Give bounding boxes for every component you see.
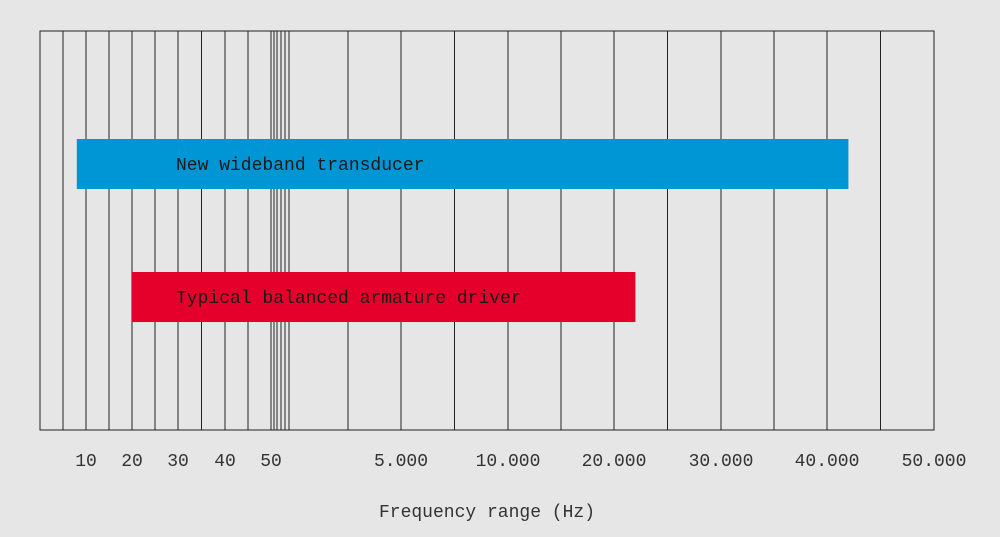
x-tick-label: 40.000 <box>795 452 860 472</box>
bar-label: Typical balanced armature driver <box>176 289 522 309</box>
x-tick-label: 30.000 <box>689 452 754 472</box>
bar <box>132 272 636 322</box>
x-tick-label: 5.000 <box>374 452 428 472</box>
x-tick-label: 10 <box>75 452 97 472</box>
plot-frame <box>39 30 935 431</box>
x-tick-label: 50.000 <box>902 452 967 472</box>
bar-label: New wideband transducer <box>176 156 424 176</box>
x-tick-label: 10.000 <box>476 452 541 472</box>
x-tick-label: 30 <box>167 452 189 472</box>
x-tick-label: 20.000 <box>582 452 647 472</box>
x-tick-label: 40 <box>214 452 236 472</box>
x-tick-label: 50 <box>260 452 282 472</box>
x-axis-title: Frequency range (Hz) <box>379 503 595 523</box>
bar <box>76 139 849 189</box>
x-tick-label: 20 <box>121 452 143 472</box>
